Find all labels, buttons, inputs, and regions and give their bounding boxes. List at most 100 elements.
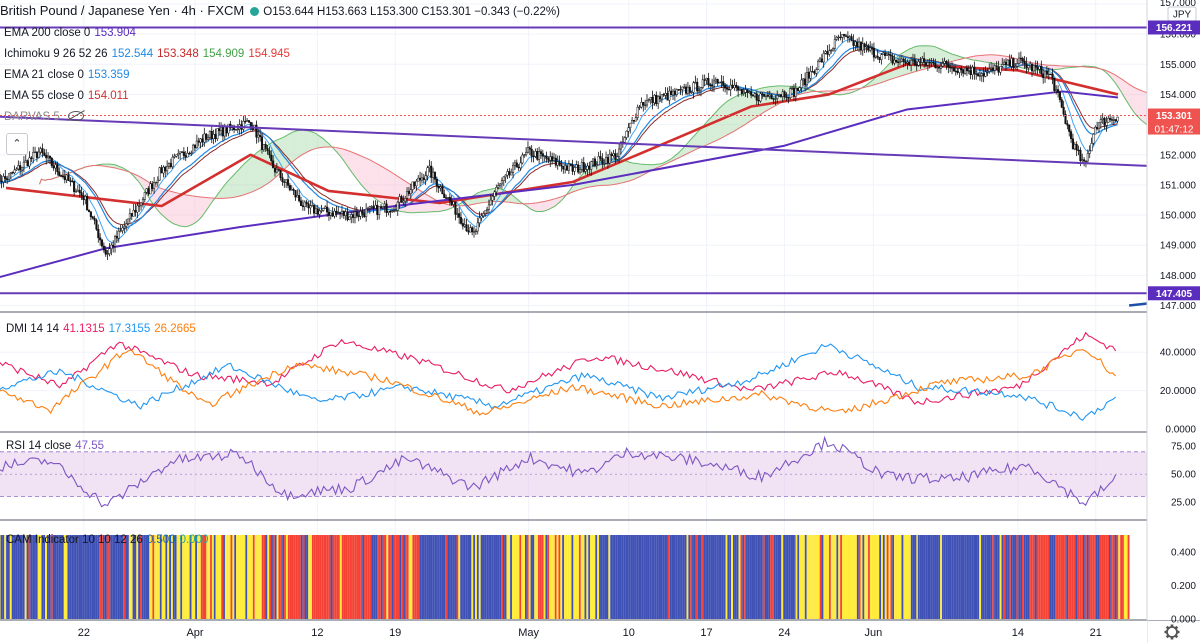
candle-down <box>1042 73 1045 78</box>
cam-bar <box>916 535 919 619</box>
cam-bar <box>360 535 363 619</box>
rsi-legend[interactable]: RSI 14 close 47.55 <box>0 436 108 457</box>
cloud-segment <box>389 170 392 209</box>
candle-down <box>1071 138 1074 150</box>
candle-up <box>798 87 801 91</box>
cam-bar <box>1020 535 1022 619</box>
candle-down <box>327 211 330 216</box>
cam-bar <box>82 535 85 619</box>
candle-up <box>900 58 903 62</box>
cam-bar <box>272 535 275 619</box>
candle-down <box>632 120 636 122</box>
candle-up <box>603 163 606 165</box>
cam-bar <box>0 535 3 619</box>
cloud-segment <box>352 152 354 175</box>
cam-bar <box>7 535 10 619</box>
candle-up <box>718 82 721 84</box>
legend-darvas[interactable]: DARVAS 5 <box>0 107 564 128</box>
cam-bar <box>679 535 681 619</box>
dmi-legend[interactable]: DMI 14 14 41.1315 17.3155 26.2665 <box>0 319 200 340</box>
candle-up <box>943 61 946 64</box>
cam-bar <box>249 535 251 619</box>
candle-down <box>872 47 875 58</box>
candle-up <box>880 54 883 61</box>
cloud-segment <box>629 162 632 182</box>
cam-bar <box>278 535 281 619</box>
settings-gear-icon[interactable] <box>1164 624 1180 640</box>
cloud-segment <box>368 159 371 195</box>
ohlc-values: O153.644 H153.663 L153.300 C153.301 −0.3… <box>263 6 560 18</box>
candle-up <box>47 156 50 159</box>
candle-down <box>182 151 185 156</box>
candle-down <box>69 180 72 182</box>
cloud-segment <box>346 150 349 168</box>
candle-up <box>506 171 509 176</box>
cloud-segment <box>982 55 985 62</box>
cam-bar <box>908 535 911 619</box>
candle-up <box>564 165 567 170</box>
hidden-eye-icon[interactable] <box>67 111 84 121</box>
candle-down <box>722 81 725 86</box>
cam-bar <box>434 535 437 619</box>
cloud-segment <box>428 195 431 212</box>
cam-bar <box>871 535 874 619</box>
legend-ichimoku[interactable]: Ichimoku 9 26 52 26 152.544 153.348 154.909… <box>0 44 564 65</box>
cam-bar <box>439 535 442 619</box>
cam-bar <box>437 535 440 619</box>
candle-up <box>125 223 128 227</box>
candle-up <box>906 61 909 64</box>
cam-bar <box>193 535 196 619</box>
cam-bar <box>662 535 665 619</box>
price-tick-label: 151.000 <box>1160 180 1197 191</box>
cam-bar <box>545 535 548 619</box>
cam-tick-label: 0.200 <box>1171 581 1196 592</box>
cloud-segment <box>714 111 717 142</box>
ema21-label: EMA 21 close 0 <box>4 69 84 81</box>
time-axis[interactable]: 22Apr1219May101724Jun1421Jul <box>0 621 1200 643</box>
cam-legend[interactable]: CAM Indicator 10 10 12 26 0.500 0.000 <box>0 530 212 551</box>
cam-bar <box>251 535 253 619</box>
cam-bar <box>910 535 913 619</box>
cloud-segment <box>686 141 689 154</box>
collapse-legend-button[interactable]: ⌃ <box>6 133 28 155</box>
cam-bar <box>697 535 700 619</box>
cam-bar <box>156 535 158 619</box>
legend-ema200[interactable]: EMA 200 close 0 153.904 <box>0 23 564 44</box>
cam-bar <box>982 535 985 619</box>
price-tick-label: 157.000 <box>1160 0 1197 9</box>
cam-bar <box>1109 535 1111 619</box>
candle-up <box>175 154 178 157</box>
cloud-segment <box>113 164 116 169</box>
cam-bar <box>9 535 12 619</box>
cam-bar <box>452 535 455 619</box>
cam-bar <box>591 535 594 619</box>
cloud-segment <box>1138 89 1141 120</box>
cloud-segment <box>383 167 386 206</box>
candle-up <box>402 200 405 203</box>
cam-bar <box>380 535 383 619</box>
symbol-title[interactable]: British Pound / Japanese Yen · 4h · FXCM <box>0 3 245 18</box>
candle-up <box>822 53 825 63</box>
legend-ema21[interactable]: EMA 21 close 0 153.359 <box>0 65 564 86</box>
candle-down <box>913 59 916 65</box>
cam-bar <box>738 535 741 619</box>
trend-drawings[interactable] <box>0 26 1200 307</box>
cam-bar <box>934 535 937 619</box>
cam-bar <box>334 535 337 619</box>
pane-dividers[interactable] <box>0 311 1200 621</box>
candle-down <box>151 183 154 189</box>
cam-bar <box>630 535 633 619</box>
cam-bar <box>136 535 139 619</box>
symbol-line[interactable]: British Pound / Japanese Yen · 4h · FXCM… <box>0 0 564 23</box>
price-axis[interactable]: 156.000155.000154.000153.000152.000151.0… <box>1146 0 1200 643</box>
candle-up <box>426 167 429 177</box>
cam-bar <box>401 535 404 619</box>
cam-bar <box>289 535 292 619</box>
cloud-segment <box>547 200 550 210</box>
candle-up <box>815 69 818 74</box>
cam-bar <box>13 535 16 619</box>
candle-down <box>260 136 264 150</box>
time-tick-label: 24 <box>778 627 790 639</box>
legend-ema55[interactable]: EMA 55 close 0 154.011 <box>0 86 564 107</box>
